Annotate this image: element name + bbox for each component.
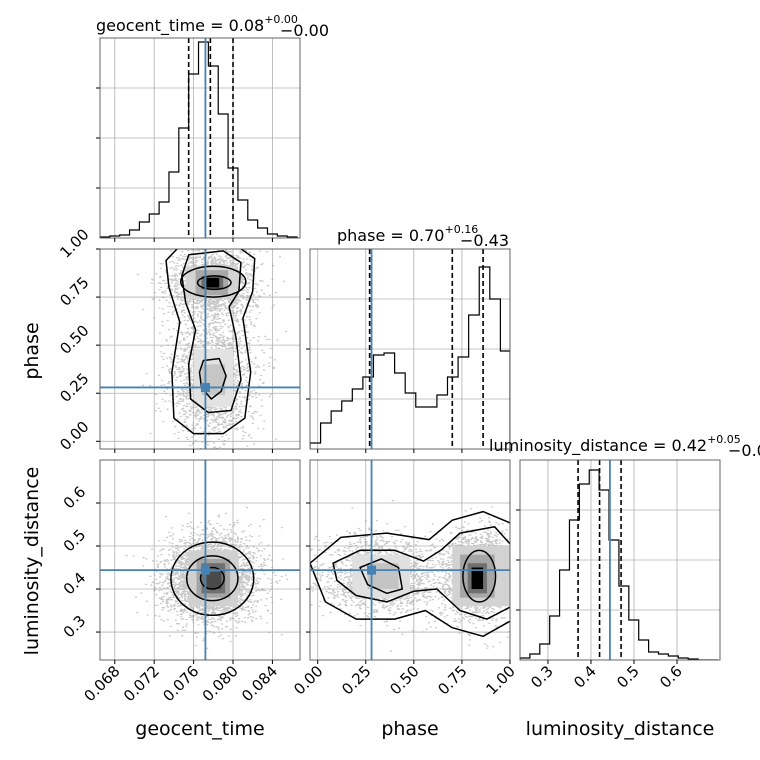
y-tick-label: 0.00 [56,418,92,454]
contour-inner [198,357,227,400]
xlabel-geocent-time: geocent_time [135,718,264,740]
histogram-geocent_time [100,41,298,238]
panel-hist-phase [306,248,511,453]
truth-marker [367,565,377,575]
y-tick-label: 1.00 [56,225,92,261]
contour-outer [310,510,510,638]
title-luminosity-distance: luminosity_distance = 0.42+0.05 [489,433,741,456]
y-tick-label: 0.3 [60,612,90,642]
contour-inner [196,275,232,291]
density-cell [206,277,220,288]
panel-border-luminosity_distance [519,459,721,661]
contour-middle [180,265,247,298]
panel-border-phase-vs-geocent_time [99,248,301,450]
contour-inner [471,568,483,589]
x-tick-label: 0.068 [81,662,124,705]
x-tick-label: 0.00 [290,662,326,698]
x-tick-label: 0.076 [159,662,202,705]
panel-luminosity_distance-vs-phase: 0.00 0.25 0.50 0.75 1.00 [290,459,519,698]
title-geocent-time: geocent_time = 0.08+0.00 [96,13,298,36]
panel-border-luminosity_distance-vs-geocent_time [99,459,301,661]
panel-border-luminosity_distance-vs-phase [309,459,511,661]
title-geocent-time-lower: −0.00 [280,21,329,40]
y-tick-label: 0.50 [56,321,92,357]
panel-border-geocent_time [99,37,301,239]
truth-marker [200,565,210,575]
panel-border-phase [309,248,511,450]
x-tick-label: 0.072 [120,662,163,705]
x-tick-label: 0.6 [656,662,686,692]
panel-hist-geocent_time [96,37,301,242]
xlabel-luminosity-distance: luminosity_distance [526,718,715,740]
y-tick-label: 0.5 [60,526,90,556]
contour-middle [462,549,497,603]
histogram-phase [310,266,510,449]
contour-outer [170,541,255,617]
y-tick-label: 0.25 [56,370,92,406]
histogram-luminosity_distance [520,469,718,660]
x-tick-label: 0.25 [338,662,374,698]
density-cell [206,571,222,590]
x-tick-label: 0.50 [386,662,422,698]
contour-middle [185,555,239,602]
ylabel-luminosity-distance: luminosity_distance [21,467,43,656]
y-tick-label: 0.4 [60,569,90,599]
truth-marker [200,382,210,392]
x-tick-label: 0.5 [613,662,643,692]
x-tick-label: 0.75 [434,662,470,698]
contour-middle [181,250,242,414]
contour-outer [165,249,256,435]
panel-phase-vs-geocent_time: 0.00 0.25 0.50 0.75 1.00 [56,225,301,454]
x-tick-label: 0.3 [527,662,557,692]
title-phase: phase = 0.70+0.16 [337,223,478,245]
x-tick-label: 0.080 [199,662,242,705]
title-phase-lower: −0.43 [460,231,509,250]
contour-middle [332,525,510,620]
panel-hist-luminosity_distance: 0.3 0.4 0.5 0.6 [516,459,721,692]
y-tick-label: 0.6 [60,483,90,513]
x-tick-label: 1.00 [482,662,518,698]
contour-inner [359,558,404,595]
xlabel-phase: phase [381,718,438,740]
ylabel-phase: phase [21,322,43,379]
x-tick-label: 0.084 [238,662,281,705]
contour-inner [199,566,225,590]
y-tick-label: 0.75 [56,273,92,309]
x-tick-label: 0.4 [570,662,600,692]
title-luminosity-distance-lower: −0.05 [728,441,760,460]
density-cell [471,567,484,590]
